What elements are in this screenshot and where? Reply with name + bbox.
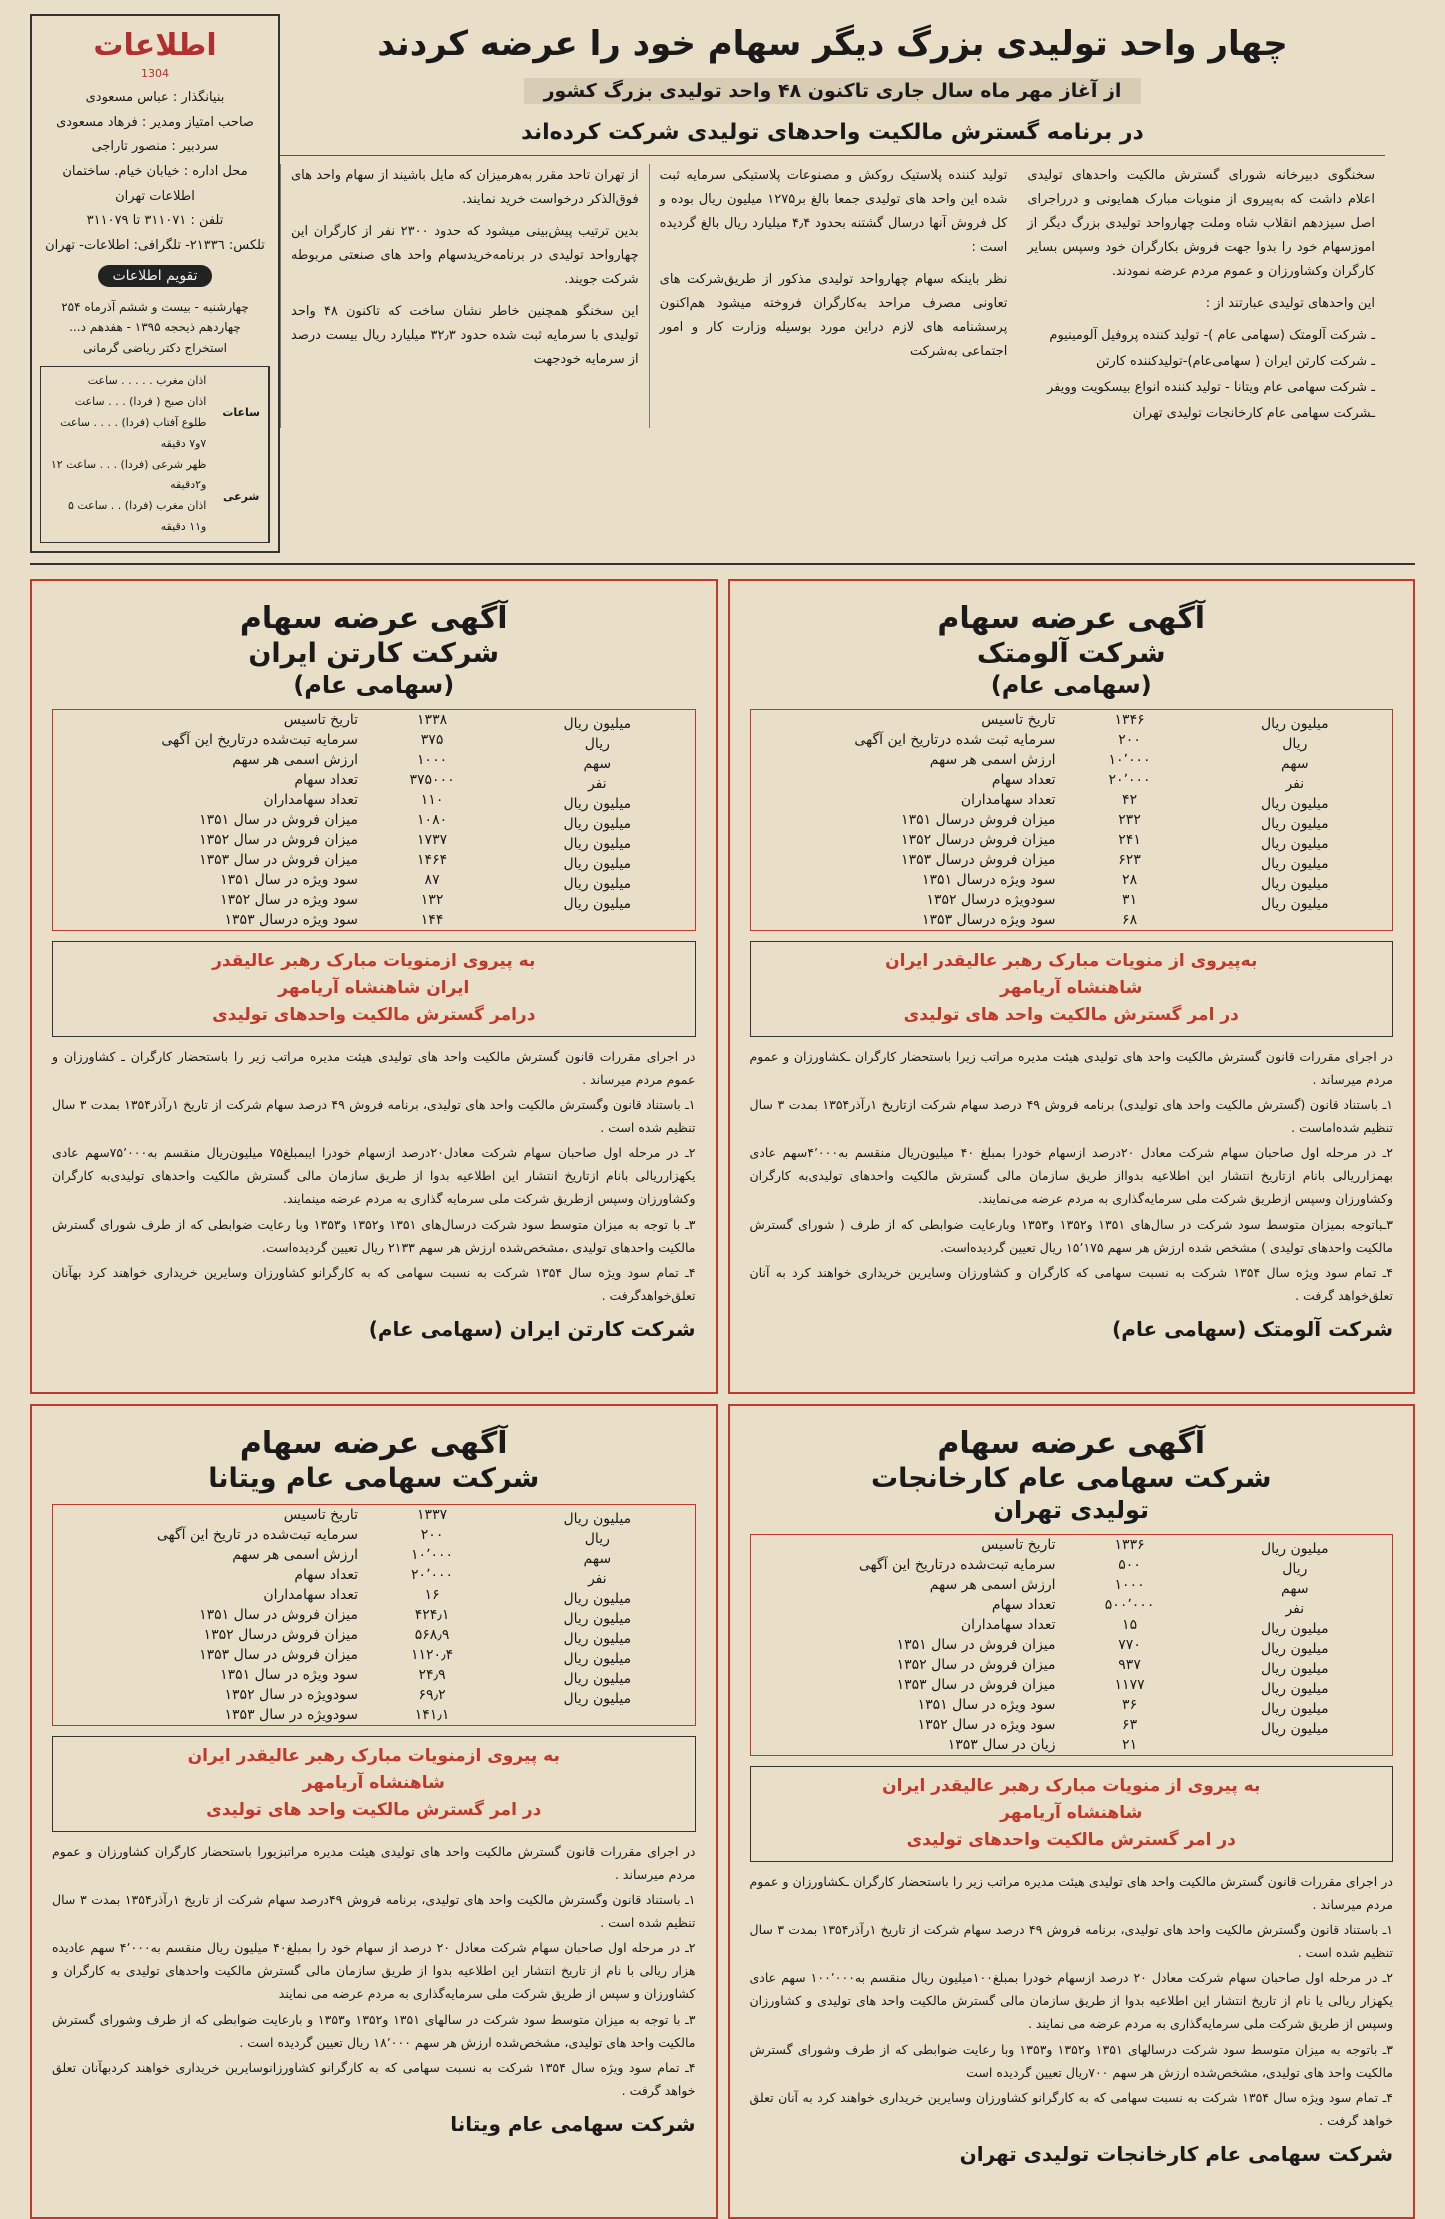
intro-column-2: تولید کننده پلاستیک روکش و مصنوعات پلاست… [649,164,1018,428]
masthead-year: 1304 [40,67,270,80]
headline-subtitle-2: در برنامه گسترش مالکیت واحدهای تولیدی شر… [280,120,1385,145]
page-header: اطلاعات 1304 بنیانگذار : عباس مسعودی صاح… [30,14,1415,565]
vitana-royal-dedication: به پیروی ازمنویات مبارک رهبر عالیقدر ایر… [52,1736,696,1832]
advertisement-grid: آگهی عرضه سهام شرکت آلومتک (سهامی عام) ت… [30,579,1415,2219]
carton-iran-royal-dedication: به پیروی ازمنویات مبارک رهبر عالیقدر ایر… [52,941,696,1037]
headline-subtitle-1: از آغاز مهر ماه سال جاری تاکنون ۴۸ واحد … [524,78,1142,104]
intro-column-3: سخنگوی دبیرخانه شورای گسترش مالکیت واحده… [1017,164,1385,428]
alumtec-body-text: در اجرای مقررات قانون گسترش مالکیت واحد … [750,1045,1394,1307]
headline-block: چهار واحد تولیدی بزرگ دیگر سهام خود را ع… [280,14,1415,428]
vitana-body-text: در اجرای مقررات قانون گسترش مالکیت واحد … [52,1840,696,2102]
ad-box-carton-iran: آگهی عرضه سهام شرکت کارتن ایران (سهامی ع… [30,579,718,1394]
prayer-times-list: اذان مغرب . . . . . ساعت اذان صبح ( فردا… [41,367,214,542]
ad-box-karkhanejat-tehran: آگهی عرضه سهام شرکت سهامی عام کارخانجات … [728,1404,1416,2219]
alumtec-royal-dedication: به‌پیروی از منویات مبارک رهبر عالیقدر ای… [750,941,1394,1037]
karkhanejat-tehran-body-text: در اجرای مقررات قانون گسترش مالکیت واحد … [750,1870,1394,2132]
masthead-dates: چهارشنبه - بیست و ششم آذرماه ۲۵۴ چهاردهم… [40,297,270,358]
karkhanejat-tehran-data-table: تاریخ تاسیس سرمایه تبت‌شده درتاریخ این آ… [750,1534,1394,1756]
prayer-times-table: ساعات شرعی اذان مغرب . . . . . ساعت اذان… [40,366,270,543]
masthead-logo: اطلاعات [40,28,270,63]
intro-columns: از تهران تاحد مقرر به‌هرمیزان که مایل با… [280,155,1385,428]
masthead-info: بنیانگذار : عباس مسعودی صاحب امتیاز ومدی… [40,86,270,259]
ad-box-alumtec: آگهی عرضه سهام شرکت آلومتک (سهامی عام) ت… [728,579,1416,1394]
page-title: چهار واحد تولیدی بزرگ دیگر سهام خود را ع… [280,24,1385,64]
carton-iran-data-table: تاریخ تاسیس سرمایه تبت‌شده درتاریخ این آ… [52,709,696,931]
calendar-badge[interactable]: تقویم اطلاعات [98,265,211,287]
carton-iran-body-text: در اجرای مقررات قانون گسترش مالکیت واحد … [52,1045,696,1307]
ad-box-vitana: آگهی عرضه سهام شرکت سهامی عام ویتانا تار… [30,1404,718,2219]
newspaper-page: اطلاعات 1304 بنیانگذار : عباس مسعودی صاح… [0,0,1445,2048]
intro-column-1: از تهران تاحد مقرر به‌هرمیزان که مایل با… [280,164,649,428]
masthead-box: اطلاعات 1304 بنیانگذار : عباس مسعودی صاح… [30,14,280,553]
vitana-data-table: تاریخ تاسیس سرمایه تبت‌شده در تاریخ این … [52,1504,696,1726]
alumtec-data-table: تاریخ تاسیس سرمایه ثبت شده درتاریخ این آ… [750,709,1394,931]
karkhanejat-tehran-royal-dedication: به پیروی از منویات مبارک رهبر عالیقدر ای… [750,1766,1394,1862]
